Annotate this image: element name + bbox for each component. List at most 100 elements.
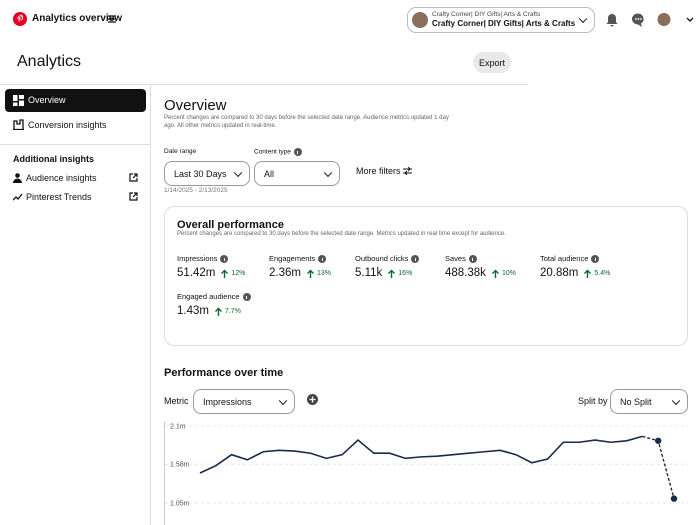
filter-label: Content type bbox=[254, 148, 302, 156]
arrow bbox=[584, 269, 592, 278]
card-note: Percent changes are compared to 30 days … bbox=[177, 231, 506, 237]
page-title: Analytics bbox=[17, 53, 82, 70]
filter-icon[interactable] bbox=[403, 167, 412, 175]
split-label: Split by bbox=[578, 396, 608, 406]
metric-change: 7.7% bbox=[224, 307, 241, 315]
sidebar-divider bbox=[150, 85, 151, 525]
arrow bbox=[306, 269, 314, 278]
metric-label: Metric bbox=[164, 396, 189, 406]
menu-icon[interactable] bbox=[108, 15, 116, 23]
metric-value: 5.11k bbox=[355, 267, 383, 280]
metric-row: 5.11k 16% bbox=[355, 267, 419, 279]
split-dropdown[interactable]: No Split bbox=[610, 389, 688, 414]
performance-card: Overall performance Percent changes are … bbox=[164, 206, 688, 346]
info-icon[interactable] bbox=[220, 255, 229, 264]
y-tick-label: 2.1m bbox=[170, 424, 186, 431]
up-arrow bbox=[306, 269, 314, 278]
profile[interactable] bbox=[657, 13, 671, 26]
chevron bbox=[278, 396, 288, 405]
nav-item-active[interactable]: Overview bbox=[5, 89, 146, 112]
metric-value: 1.43m bbox=[177, 305, 209, 318]
filter-label: Date range bbox=[164, 148, 197, 155]
chevron bbox=[233, 168, 243, 177]
data-line bbox=[199, 435, 643, 474]
metric-row: 51.42m 12% bbox=[177, 267, 245, 279]
arrow bbox=[491, 269, 499, 278]
y-tick-label: 1.05m bbox=[170, 501, 190, 508]
metric-label: Total audience bbox=[540, 254, 610, 264]
note: Percent changes are compared to 30 days … bbox=[164, 115, 449, 129]
y-tick-label: 1.58m bbox=[170, 462, 190, 469]
info-icon[interactable] bbox=[318, 255, 327, 264]
arrow bbox=[214, 307, 222, 316]
label: Engagements bbox=[269, 254, 316, 263]
nav-label: Overview bbox=[28, 95, 66, 105]
app-title[interactable]: Analytics overview bbox=[32, 13, 123, 24]
data-point bbox=[670, 495, 678, 502]
dropdown-value: All bbox=[264, 168, 275, 179]
metric: Total audience 20.88m 5.4% bbox=[540, 254, 610, 279]
arrow bbox=[221, 269, 229, 278]
logo[interactable] bbox=[13, 12, 27, 26]
metric-label: Engagements bbox=[269, 254, 331, 264]
metric-label: Engaged audience bbox=[177, 292, 251, 302]
metric-label: Impressions bbox=[177, 254, 245, 264]
up-arrow bbox=[584, 269, 592, 278]
chevron[interactable] bbox=[686, 17, 694, 23]
up-arrow bbox=[221, 269, 229, 278]
notifications[interactable] bbox=[606, 14, 618, 27]
metric-row: 20.88m 5.4% bbox=[540, 267, 610, 279]
dropdown-value: Last 30 Days bbox=[174, 168, 227, 179]
label: Outbound clicks bbox=[355, 254, 409, 263]
date-text: 1/14/2025 - 2/13/2025 bbox=[164, 187, 228, 194]
nav-link[interactable]: Pinterest Trends bbox=[26, 192, 92, 202]
nav-link[interactable]: Audience insights bbox=[26, 173, 97, 183]
date-range-dropdown[interactable]: Last 30 Days bbox=[164, 161, 250, 186]
arrow bbox=[388, 269, 396, 278]
info-icon[interactable] bbox=[293, 148, 302, 156]
metric-label: Saves bbox=[445, 254, 516, 264]
header-icons bbox=[606, 13, 671, 28]
content-type-dropdown[interactable]: All bbox=[254, 161, 340, 186]
icon bbox=[13, 173, 22, 183]
info-icon[interactable] bbox=[591, 255, 600, 264]
icon bbox=[13, 193, 23, 201]
messages[interactable] bbox=[632, 13, 644, 28]
external-icons bbox=[129, 173, 138, 201]
metric-row: 2.36m 13% bbox=[269, 267, 331, 279]
account-name: Crafty Corner| DIY Gifts| Arts & Crafts bbox=[432, 11, 541, 18]
metric-value: 2.36m bbox=[269, 267, 301, 280]
account-selector[interactable]: Crafty Corner| DIY Gifts| Arts & Crafts … bbox=[407, 7, 595, 33]
metric-label: Outbound clicks bbox=[355, 254, 420, 264]
export-button[interactable]: Export bbox=[473, 52, 511, 73]
data-line-projected bbox=[642, 435, 675, 499]
up-arrow bbox=[491, 269, 499, 278]
info-icon[interactable] bbox=[242, 293, 251, 302]
info-icon[interactable] bbox=[468, 255, 477, 264]
metric: Impressions 51.42m 12% bbox=[177, 254, 245, 279]
icon bbox=[13, 95, 24, 106]
account-avatar bbox=[412, 12, 428, 28]
section-title: Additional insights bbox=[13, 154, 94, 164]
label: Saves bbox=[445, 254, 466, 263]
metric-row: 488.38k 10% bbox=[445, 267, 516, 279]
metric-change: 16% bbox=[398, 269, 413, 277]
metric: Engaged audience 1.43m 7.7% bbox=[177, 292, 251, 317]
metric-dropdown[interactable]: Impressions bbox=[193, 389, 295, 414]
add-metric[interactable] bbox=[307, 394, 318, 405]
info-icon[interactable] bbox=[411, 255, 420, 264]
dropdown-value: Impressions bbox=[203, 396, 252, 407]
metric-change: 5.4% bbox=[594, 269, 611, 277]
nav-item[interactable]: Conversion insights bbox=[28, 120, 107, 130]
icon bbox=[13, 119, 24, 130]
more-filters[interactable]: More filters bbox=[356, 166, 401, 176]
account-name-bold: Crafty Corner| DIY Gifts| Arts & Crafts bbox=[432, 19, 576, 28]
data-point bbox=[655, 437, 662, 444]
chevron bbox=[671, 396, 681, 405]
line-chart: 2.1m 1.58m 1.05m bbox=[164, 421, 688, 525]
up-arrow bbox=[214, 307, 222, 316]
card-title: Overall performance bbox=[177, 219, 284, 231]
section-title: Performance over time bbox=[164, 367, 284, 379]
metric-value: 51.42m bbox=[177, 267, 216, 280]
